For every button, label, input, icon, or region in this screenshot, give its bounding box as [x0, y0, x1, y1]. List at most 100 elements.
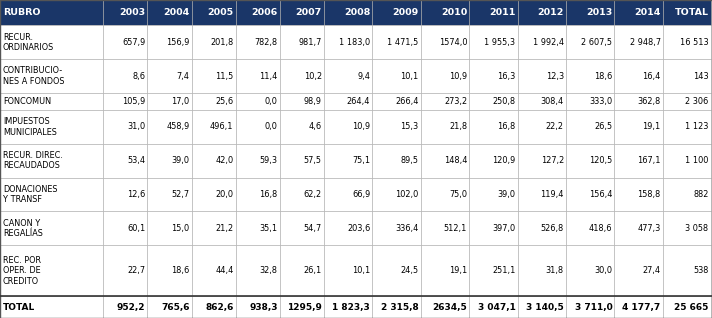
Text: 1295,9: 1295,9 — [287, 302, 322, 312]
Bar — [0, 296, 103, 318]
Bar — [469, 93, 518, 110]
Text: 3 047,1: 3 047,1 — [478, 302, 515, 312]
Text: 201,8: 201,8 — [210, 38, 234, 47]
Text: 1 123: 1 123 — [685, 122, 708, 131]
Bar — [280, 211, 324, 245]
Bar — [103, 0, 147, 25]
Bar — [566, 59, 614, 93]
Bar — [566, 211, 614, 245]
Text: 2007: 2007 — [295, 8, 322, 17]
Text: 16,8: 16,8 — [259, 190, 278, 199]
Bar — [324, 25, 372, 59]
Text: RECUR. DIREC.
RECAUDADOS: RECUR. DIREC. RECAUDADOS — [3, 151, 63, 170]
Bar — [421, 25, 469, 59]
Text: 102,0: 102,0 — [395, 190, 419, 199]
Text: 882: 882 — [693, 190, 708, 199]
Text: 25,6: 25,6 — [216, 97, 234, 106]
Bar — [192, 178, 236, 211]
Bar — [372, 211, 421, 245]
Bar — [0, 178, 103, 211]
Bar — [518, 59, 566, 93]
Text: 9,4: 9,4 — [357, 72, 370, 81]
Text: 250,8: 250,8 — [493, 97, 515, 106]
Text: 127,2: 127,2 — [540, 156, 564, 165]
Text: 4 177,7: 4 177,7 — [622, 302, 661, 312]
Bar — [103, 59, 147, 93]
Bar — [421, 178, 469, 211]
Text: 458,9: 458,9 — [166, 122, 189, 131]
Text: 27,4: 27,4 — [643, 266, 661, 275]
Text: 2011: 2011 — [489, 8, 515, 17]
Text: 22,7: 22,7 — [127, 266, 145, 275]
Text: 18,6: 18,6 — [594, 72, 612, 81]
Text: 39,0: 39,0 — [172, 156, 189, 165]
Bar — [0, 211, 103, 245]
Text: 19,1: 19,1 — [449, 266, 467, 275]
Text: CANON Y
REGALÍAS: CANON Y REGALÍAS — [3, 219, 43, 238]
Bar — [663, 211, 711, 245]
Bar — [421, 110, 469, 144]
Bar — [103, 211, 147, 245]
Bar — [469, 211, 518, 245]
Bar — [566, 93, 614, 110]
Text: RUBRO: RUBRO — [3, 8, 41, 17]
Text: 2 306: 2 306 — [685, 97, 708, 106]
Text: 16 513: 16 513 — [680, 38, 708, 47]
Bar — [663, 93, 711, 110]
Text: 1 823,3: 1 823,3 — [333, 302, 370, 312]
Bar — [147, 245, 192, 296]
Bar — [469, 25, 518, 59]
Bar — [614, 178, 663, 211]
Bar — [614, 25, 663, 59]
Bar — [663, 110, 711, 144]
Text: 143: 143 — [693, 72, 708, 81]
Text: 273,2: 273,2 — [444, 97, 467, 106]
Bar — [372, 296, 421, 318]
Bar — [663, 178, 711, 211]
Bar — [103, 245, 147, 296]
Text: 765,6: 765,6 — [161, 302, 189, 312]
Text: 3 140,5: 3 140,5 — [526, 302, 564, 312]
Text: 75,1: 75,1 — [352, 156, 370, 165]
Bar — [0, 0, 103, 25]
Text: 16,8: 16,8 — [497, 122, 515, 131]
Bar — [663, 59, 711, 93]
Bar — [663, 25, 711, 59]
Text: 17,0: 17,0 — [172, 97, 189, 106]
Bar — [324, 0, 372, 25]
Text: 25 665: 25 665 — [674, 302, 708, 312]
Bar — [614, 296, 663, 318]
Bar — [614, 211, 663, 245]
Bar — [103, 296, 147, 318]
Bar — [280, 59, 324, 93]
Text: 2012: 2012 — [538, 8, 564, 17]
Text: 30,0: 30,0 — [595, 266, 612, 275]
Text: 10,9: 10,9 — [352, 122, 370, 131]
Bar — [372, 110, 421, 144]
Text: 1 955,3: 1 955,3 — [484, 38, 515, 47]
Text: 251,1: 251,1 — [492, 266, 515, 275]
Text: 3 058: 3 058 — [686, 224, 708, 233]
Text: 59,3: 59,3 — [260, 156, 278, 165]
Bar — [421, 0, 469, 25]
Bar — [103, 110, 147, 144]
Text: 57,5: 57,5 — [304, 156, 322, 165]
Text: 418,6: 418,6 — [589, 224, 612, 233]
Text: 2634,5: 2634,5 — [432, 302, 467, 312]
Text: 120,9: 120,9 — [492, 156, 515, 165]
Bar — [421, 144, 469, 178]
Text: 2 315,8: 2 315,8 — [381, 302, 419, 312]
Bar — [372, 93, 421, 110]
Text: 26,1: 26,1 — [303, 266, 322, 275]
Bar — [518, 211, 566, 245]
Bar — [324, 296, 372, 318]
Text: 52,7: 52,7 — [172, 190, 189, 199]
Bar — [372, 144, 421, 178]
Text: 538: 538 — [693, 266, 708, 275]
Text: 35,1: 35,1 — [260, 224, 278, 233]
Text: 21,8: 21,8 — [449, 122, 467, 131]
Text: 24,5: 24,5 — [401, 266, 419, 275]
Bar — [192, 296, 236, 318]
Bar — [324, 59, 372, 93]
Bar — [280, 93, 324, 110]
